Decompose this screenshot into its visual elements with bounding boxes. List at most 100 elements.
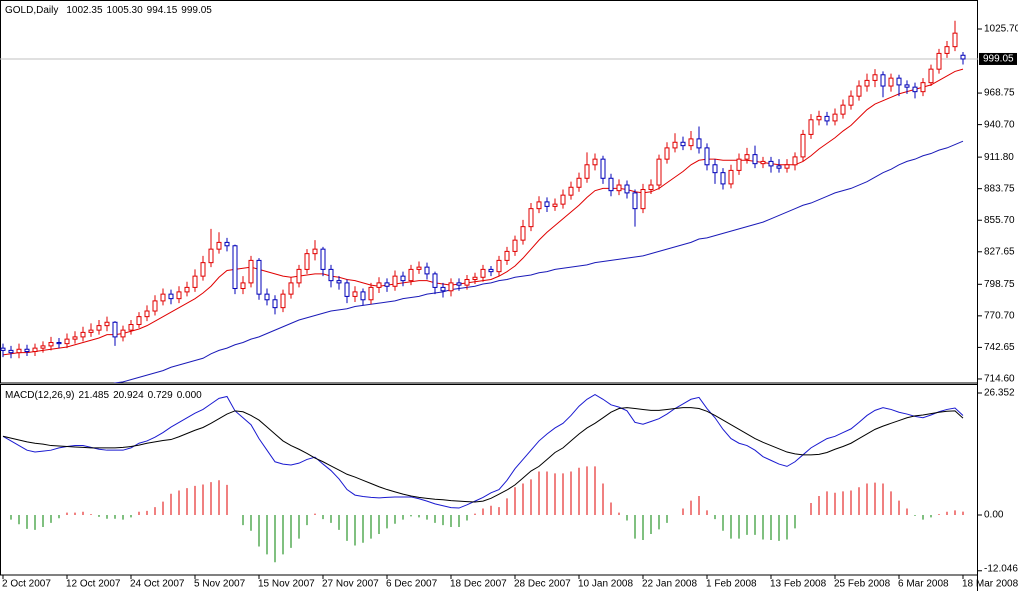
y-tick-label: 940.70	[984, 119, 1015, 130]
candle-body	[144, 310, 150, 318]
macd-plot	[2, 394, 964, 563]
x-tick-label: 6 Dec 2007	[386, 579, 438, 590]
y-tick-label: 968.75	[984, 88, 1015, 99]
candle-body	[240, 282, 246, 290]
candle-body	[760, 160, 766, 165]
candle-body	[208, 248, 214, 264]
candle-body	[672, 141, 678, 149]
candle-body	[840, 104, 846, 115]
candle-body	[696, 138, 702, 149]
candle-body	[880, 74, 886, 87]
x-tick-label: 1 Feb 2008	[706, 579, 757, 590]
symbol: GOLD,Daily	[5, 5, 58, 16]
y-tick-label: 911.80	[984, 152, 1014, 163]
candle-body	[656, 158, 662, 186]
candle-body	[248, 259, 254, 284]
candle-body	[888, 77, 894, 87]
candle-body	[728, 169, 734, 185]
x-tick-label: 13 Feb 2008	[770, 579, 827, 590]
candle-body	[872, 74, 878, 81]
candle-body	[320, 248, 326, 270]
candle-body	[424, 266, 430, 275]
candle-body	[480, 268, 486, 278]
candle-body	[40, 345, 46, 349]
x-tick-label: 22 Jan 2008	[642, 579, 697, 590]
x-tick-label: 27 Nov 2007	[322, 579, 379, 590]
candle-body	[360, 291, 366, 301]
candle-body	[920, 82, 926, 93]
candle-body	[752, 154, 758, 165]
candle-body	[24, 348, 30, 353]
x-tick-label: 18 Mar 2008	[962, 579, 1018, 590]
candle-body	[440, 286, 446, 292]
candle-body	[792, 156, 798, 166]
candle-body	[368, 286, 374, 301]
x-tick-label: 24 Oct 2007	[130, 579, 185, 590]
candle-body	[72, 336, 78, 340]
indicator-name: MACD(12,26,9)	[5, 390, 74, 401]
candle-body	[264, 293, 270, 301]
candle-body	[416, 266, 422, 270]
candle-body	[664, 147, 670, 160]
candle-body	[560, 194, 566, 205]
candle-body	[704, 147, 710, 166]
candle-body	[432, 273, 438, 288]
candle-body	[848, 95, 854, 106]
candle-body	[48, 342, 54, 347]
candle-body	[112, 321, 118, 338]
candle-body	[584, 164, 590, 179]
candle-body	[280, 293, 286, 309]
candle-body	[928, 68, 934, 84]
candle-body	[568, 186, 574, 196]
candle-body	[768, 160, 774, 167]
header-main: 21.485	[78, 390, 109, 401]
x-tick-label: 25 Feb 2008	[834, 579, 891, 590]
candle-body	[640, 189, 646, 210]
candle-body	[336, 280, 342, 284]
x-tick-label: 12 Oct 2007	[66, 579, 121, 590]
y-tick-label: 1025.70	[984, 24, 1018, 35]
candle-body	[352, 291, 358, 297]
y-tick-label: 26.352	[984, 388, 1015, 399]
candle-body	[528, 208, 534, 228]
candle-body	[456, 282, 462, 286]
x-tick-label: 18 Dec 2007	[450, 579, 507, 590]
header-hist: 0.729	[148, 390, 173, 401]
candle-body	[344, 282, 350, 297]
candle-body	[520, 226, 526, 241]
candle-body	[904, 84, 910, 88]
candle-body	[448, 282, 454, 292]
candle-body	[256, 259, 262, 295]
candle-body	[216, 241, 222, 250]
candle-body	[744, 154, 750, 160]
candle-body	[624, 184, 630, 194]
candle-body	[400, 275, 406, 282]
x-tick-label: 5 Nov 2007	[194, 579, 246, 590]
candle-body	[16, 348, 22, 354]
header-extra: 0.000	[177, 390, 202, 401]
candle-body	[272, 299, 278, 309]
last-price-box	[979, 52, 1017, 65]
candle-body	[816, 115, 822, 121]
last-price-label: 999.05	[983, 54, 1014, 65]
candle-body	[936, 52, 942, 70]
candle-body	[960, 54, 966, 60]
candle-body	[168, 293, 174, 300]
candle-body	[64, 338, 70, 345]
candle-body	[912, 86, 918, 93]
candle-body	[392, 275, 398, 287]
y-tick-label: 883.75	[984, 183, 1015, 194]
candle-body	[488, 268, 494, 273]
header-low: 994.15	[147, 5, 178, 16]
candle-body	[288, 282, 294, 295]
y-tick-label: -12.046	[984, 564, 1018, 575]
candle-body	[80, 331, 86, 338]
candle-body	[376, 282, 382, 288]
candle-body	[600, 158, 606, 179]
candle-body	[896, 77, 902, 86]
candle-body	[136, 316, 142, 326]
candle-body	[296, 268, 302, 284]
candle-body	[776, 165, 782, 169]
candle-body	[312, 248, 318, 255]
